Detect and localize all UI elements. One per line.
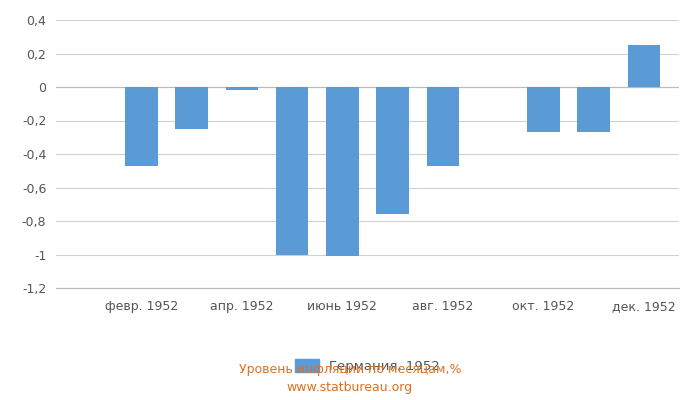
Bar bbox=[326, 87, 358, 256]
Text: Уровень инфляции по месяцам,%: Уровень инфляции по месяцам,% bbox=[239, 364, 461, 376]
Bar bbox=[527, 87, 560, 132]
Legend: Германия, 1952: Германия, 1952 bbox=[290, 354, 445, 378]
Bar bbox=[377, 87, 409, 214]
Bar bbox=[125, 87, 158, 166]
Text: www.statbureau.org: www.statbureau.org bbox=[287, 382, 413, 394]
Bar bbox=[627, 45, 660, 87]
Bar bbox=[225, 87, 258, 90]
Bar bbox=[276, 87, 309, 254]
Bar bbox=[578, 87, 610, 132]
Bar bbox=[426, 87, 459, 166]
Bar bbox=[175, 87, 208, 129]
